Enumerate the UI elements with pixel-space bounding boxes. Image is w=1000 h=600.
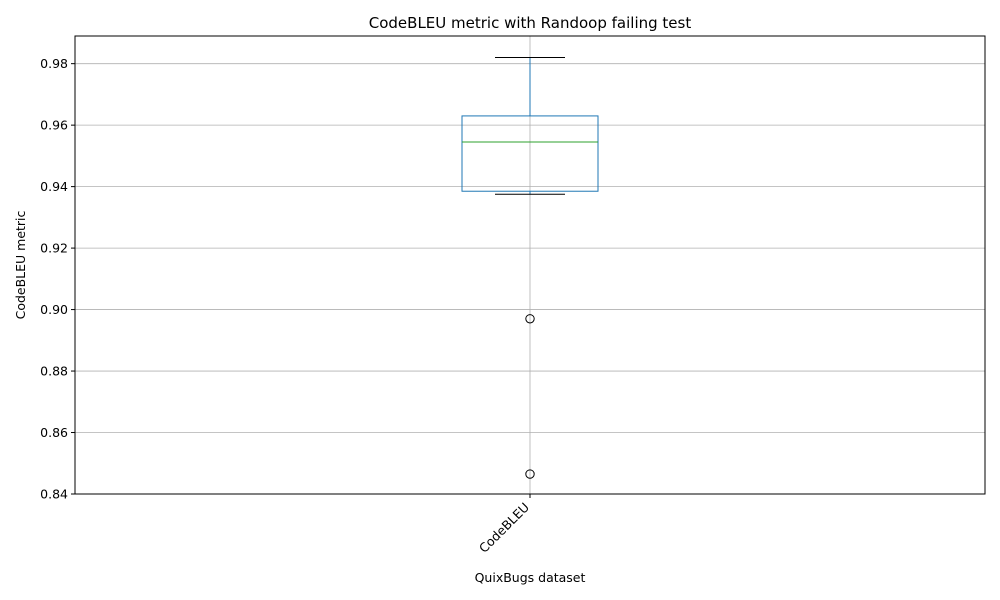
x-axis: CodeBLEU — [476, 494, 532, 556]
iqr-box — [461, 115, 599, 192]
y-tick-label: 0.94 — [40, 179, 68, 194]
y-tick-label: 0.90 — [40, 302, 68, 317]
y-tick-label: 0.96 — [40, 118, 68, 133]
box-0 — [461, 57, 599, 479]
chart-title: CodeBLEU metric with Randoop failing tes… — [369, 14, 692, 32]
x-axis-label: QuixBugs dataset — [475, 570, 586, 585]
plot-area — [461, 57, 599, 479]
y-tick-label: 0.84 — [40, 487, 68, 502]
outlier-point — [525, 469, 535, 479]
y-tick-label: 0.98 — [40, 56, 68, 71]
grid-lines — [75, 36, 985, 495]
y-axis-label: CodeBLEU metric — [13, 210, 28, 319]
y-tick-label: 0.88 — [40, 364, 68, 379]
y-axis: 0.84 0.86 0.88 0.90 0.92 0.94 0.96 0.98 — [40, 56, 75, 502]
y-tick-label: 0.92 — [40, 241, 68, 256]
x-tick-label: CodeBLEU — [476, 500, 532, 556]
y-tick-label: 0.86 — [40, 425, 68, 440]
outlier-point — [525, 314, 535, 324]
